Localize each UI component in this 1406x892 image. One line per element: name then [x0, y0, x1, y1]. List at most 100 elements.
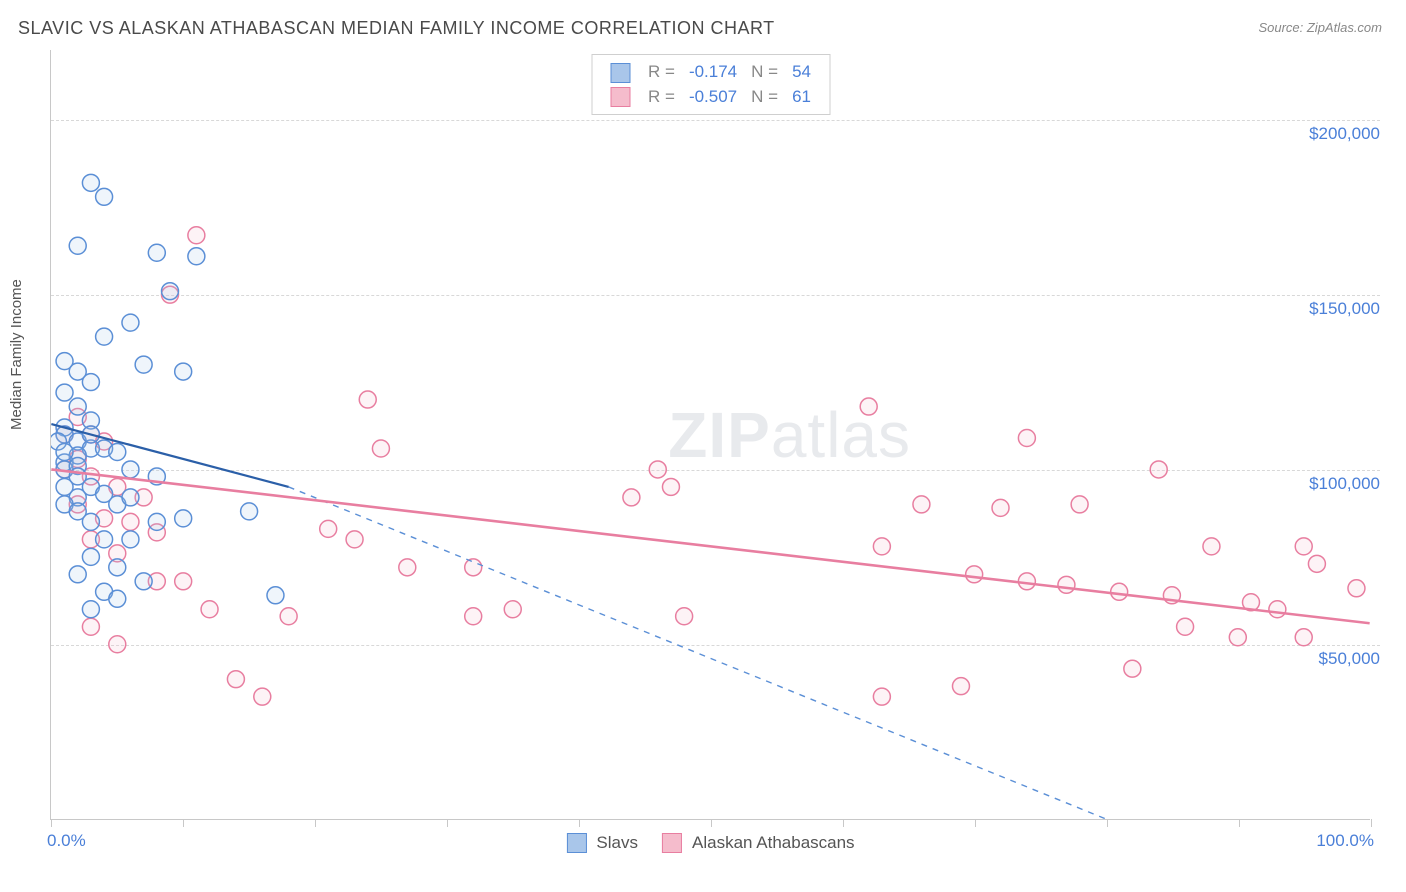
scatter-point — [465, 559, 482, 576]
trendline-slavs-dashed — [289, 487, 1106, 819]
scatter-point — [122, 314, 139, 331]
scatter-point — [966, 566, 983, 583]
scatter-point — [96, 328, 113, 345]
scatter-point — [676, 608, 693, 625]
scatter-point — [399, 559, 416, 576]
scatter-point — [504, 601, 521, 618]
legend-stats-box: R = -0.174 N = 54 R = -0.507 N = 61 — [591, 54, 830, 115]
x-axis-max-label: 100.0% — [1316, 831, 1374, 851]
scatter-point — [1177, 618, 1194, 635]
scatter-point — [873, 538, 890, 555]
scatter-point — [109, 590, 126, 607]
scatter-point — [96, 531, 113, 548]
scatter-point — [1124, 660, 1141, 677]
scatter-point — [1203, 538, 1220, 555]
scatter-point — [175, 363, 192, 380]
plot-area: ZIPatlas R = -0.174 N = 54 R = -0.507 N … — [50, 50, 1370, 820]
scatter-point — [175, 573, 192, 590]
legend-item-slavs: Slavs — [566, 833, 638, 853]
scatter-point — [1071, 496, 1088, 513]
scatter-point — [188, 227, 205, 244]
scatter-point — [96, 188, 113, 205]
legend-label-slavs: Slavs — [596, 833, 638, 853]
scatter-point — [201, 601, 218, 618]
scatter-point — [346, 531, 363, 548]
scatter-point — [241, 503, 258, 520]
scatter-point — [82, 618, 99, 635]
scatter-point — [1058, 576, 1075, 593]
swatch-slavs — [610, 63, 630, 83]
stat-r-label: R = — [642, 86, 681, 109]
scatter-point — [82, 374, 99, 391]
x-tick — [843, 819, 844, 827]
x-tick — [975, 819, 976, 827]
scatter-point — [56, 443, 73, 460]
scatter-point — [135, 356, 152, 373]
scatter-point — [227, 671, 244, 688]
swatch-athabascans — [662, 833, 682, 853]
scatter-point — [122, 489, 139, 506]
scatter-point — [82, 548, 99, 565]
scatter-point — [662, 478, 679, 495]
scatter-point — [122, 513, 139, 530]
legend-row-slavs: R = -0.174 N = 54 — [604, 61, 817, 84]
stat-n-slavs: 54 — [786, 61, 817, 84]
trendline-athabascans — [51, 469, 1369, 623]
legend-row-athabascans: R = -0.507 N = 61 — [604, 86, 817, 109]
scatter-point — [649, 461, 666, 478]
scatter-point — [82, 601, 99, 618]
scatter-point — [992, 499, 1009, 516]
stat-n-athabascans: 61 — [786, 86, 817, 109]
scatter-point — [280, 608, 297, 625]
chart-svg — [51, 50, 1370, 819]
scatter-point — [109, 636, 126, 653]
scatter-point — [465, 608, 482, 625]
swatch-athabascans — [610, 87, 630, 107]
scatter-point — [320, 520, 337, 537]
stat-r-athabascans: -0.507 — [683, 86, 743, 109]
x-tick — [51, 819, 52, 827]
scatter-point — [1269, 601, 1286, 618]
scatter-point — [952, 678, 969, 695]
chart-title: SLAVIC VS ALASKAN ATHABASCAN MEDIAN FAMI… — [18, 18, 775, 39]
scatter-point — [254, 688, 271, 705]
scatter-point — [82, 174, 99, 191]
scatter-point — [913, 496, 930, 513]
scatter-point — [69, 237, 86, 254]
scatter-point — [175, 510, 192, 527]
x-tick — [183, 819, 184, 827]
swatch-slavs — [566, 833, 586, 853]
x-tick — [1371, 819, 1372, 827]
scatter-point — [1348, 580, 1365, 597]
source-label: Source: — [1258, 20, 1306, 35]
scatter-point — [1111, 583, 1128, 600]
scatter-point — [623, 489, 640, 506]
legend-bottom: Slavs Alaskan Athabascans — [566, 833, 854, 853]
stat-n-label: N = — [745, 86, 784, 109]
scatter-point — [1295, 629, 1312, 646]
source-value: ZipAtlas.com — [1307, 20, 1382, 35]
scatter-point — [1229, 629, 1246, 646]
scatter-point — [82, 513, 99, 530]
scatter-point — [135, 573, 152, 590]
scatter-point — [148, 513, 165, 530]
scatter-point — [56, 384, 73, 401]
scatter-point — [188, 248, 205, 265]
x-tick — [1107, 819, 1108, 827]
source-attribution: Source: ZipAtlas.com — [1258, 20, 1382, 35]
scatter-point — [162, 283, 179, 300]
scatter-point — [122, 531, 139, 548]
scatter-point — [122, 461, 139, 478]
y-axis-label: Median Family Income — [8, 279, 25, 430]
x-tick — [315, 819, 316, 827]
stat-r-slavs: -0.174 — [683, 61, 743, 84]
scatter-point — [109, 443, 126, 460]
x-tick — [1239, 819, 1240, 827]
legend-label-athabascans: Alaskan Athabascans — [692, 833, 855, 853]
scatter-point — [372, 440, 389, 457]
x-tick — [579, 819, 580, 827]
legend-item-athabascans: Alaskan Athabascans — [662, 833, 855, 853]
scatter-point — [1308, 555, 1325, 572]
scatter-point — [109, 559, 126, 576]
scatter-point — [267, 587, 284, 604]
